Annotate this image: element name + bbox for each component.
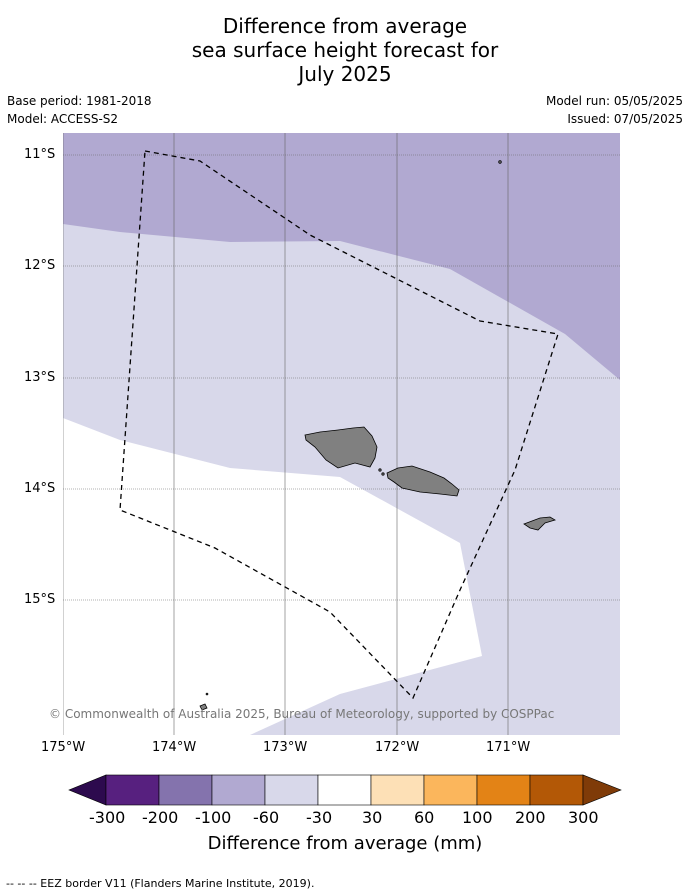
colorbar-tick-label: -60 <box>253 808 280 827</box>
title-line-1: Difference from average <box>222 14 468 38</box>
model-name: Model: ACCESS-S2 <box>7 112 119 126</box>
eez-border <box>119 150 559 700</box>
lon-label: 173°W <box>263 740 308 755</box>
map-area <box>63 133 620 735</box>
anomaly-band-neutral <box>63 418 482 735</box>
eez-footnote: -- -- -- EEZ border V11 (Flanders Marine… <box>6 877 315 890</box>
lat-label: 13°S <box>24 370 56 385</box>
map-figure <box>63 133 622 806</box>
colorbar-tick-label: 300 <box>568 808 599 827</box>
lon-label: 174°W <box>152 740 197 755</box>
model-run: Model run: 05/05/2025 <box>545 94 683 108</box>
map-title: Difference from average sea surface heig… <box>0 14 690 86</box>
title-line-3: July 2025 <box>298 62 392 86</box>
colorbar-segment <box>105 774 160 806</box>
colorbar-tick-label: -300 <box>89 808 126 827</box>
anomaly-band-minus60-to-minus100 <box>63 133 620 380</box>
colorbar-segment <box>211 774 266 806</box>
savaii-island <box>304 426 378 469</box>
colorbar-extension-high <box>582 774 622 806</box>
title-line-2: sea surface height forecast for <box>191 38 499 62</box>
colorbar-segment <box>529 774 584 806</box>
issued-date: Issued: 07/05/2025 <box>567 112 683 126</box>
manono-islet <box>378 468 382 472</box>
colorbar-segment <box>317 774 372 806</box>
colorbar-extension-low <box>68 774 107 806</box>
colorbar-tick-label: -100 <box>195 808 232 827</box>
copyright-notice: © Commonwealth of Australia 2025, Bureau… <box>49 707 555 721</box>
colorbar <box>68 774 622 806</box>
colorbar-tick-label: 100 <box>462 808 493 827</box>
colorbar-tick-label: -200 <box>142 808 179 827</box>
colorbar-segment <box>158 774 213 806</box>
colorbar-tick-label: 200 <box>515 808 546 827</box>
gridlines <box>63 133 620 735</box>
lat-label: 14°S <box>24 481 56 496</box>
lon-label: 172°W <box>375 740 420 755</box>
colorbar-tick-label: -30 <box>306 808 333 827</box>
lat-label: 12°S <box>24 258 56 273</box>
swains-islet <box>498 160 502 164</box>
tutuila-island <box>523 516 556 531</box>
lat-label: 15°S <box>24 592 56 607</box>
lon-label: 171°W <box>486 740 531 755</box>
colorbar-segment <box>476 774 531 806</box>
base-period: Base period: 1981-2018 <box>7 94 152 108</box>
land <box>199 160 556 711</box>
colorbar-segment <box>264 774 319 806</box>
colorbar-tick-label: 60 <box>414 808 435 827</box>
colorbar-tick-label: 30 <box>362 808 383 827</box>
apolima-islet <box>381 472 385 476</box>
colorbar-segment <box>423 774 478 806</box>
lat-label: 11°S <box>24 147 56 162</box>
lon-label: 175°W <box>41 740 86 755</box>
colorbar-segment <box>370 774 425 806</box>
colorbar-title: Difference from average (mm) <box>207 833 483 854</box>
islet <box>205 692 209 696</box>
niuafo-islet <box>199 703 208 711</box>
upolu-island <box>386 465 460 497</box>
